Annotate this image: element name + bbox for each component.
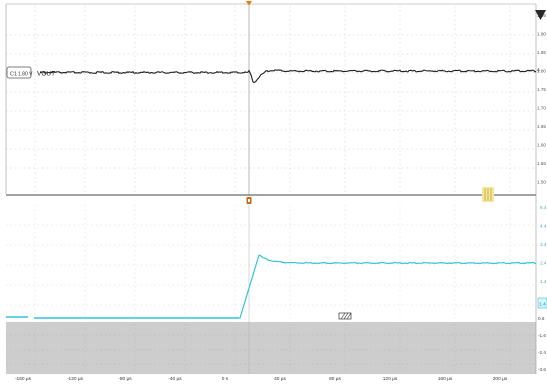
scale-badge: 1.80 V <box>18 72 33 78</box>
middle-axis-tick-label: 1.4 <box>540 279 547 284</box>
time-axis-tick-label: -120 µs <box>67 376 84 382</box>
upper-axis-tick-label: 1.90 V <box>537 32 547 37</box>
upper-right-marker-label: 4 <box>537 68 540 74</box>
vout-trace <box>39 69 537 84</box>
upper-axis-tick-label: 1.70 V <box>537 106 547 111</box>
time-axis-tick-label: 120 µs <box>383 376 398 382</box>
triangle-marker-icon[interactable] <box>535 10 546 20</box>
current-trace-baseline <box>6 316 238 319</box>
time-axis-tick-label: 0 s <box>222 376 229 382</box>
upper-axis-tick-label: 1.60 V <box>537 143 547 148</box>
upper-axis-tick-label: 1.80 V <box>537 69 547 74</box>
upper-axis-tick-label: 1.85 V <box>537 50 547 55</box>
time-axis-tick-label: 40 µs <box>274 376 286 382</box>
channel-label[interactable]: C1 1.80 V VOUT <box>6 66 55 79</box>
upper-grid <box>6 6 536 194</box>
middle-axis-tick-label: 4.4 <box>540 224 547 229</box>
upper-axis-tick-label: 1.65 V <box>537 124 547 129</box>
trigger-position-glyph <box>248 199 250 202</box>
time-axis-ticks: -160 µs -120 µs -80 µs -40 µs 0 s 40 µs 80 µs 1… <box>15 376 508 382</box>
current-trace <box>236 254 537 319</box>
upper-axis-tick-label: 1.55 V <box>537 161 547 166</box>
time-axis-tick-label: 200 µs <box>493 376 508 382</box>
lower-axis-tick-label: -3.6 <box>538 367 546 372</box>
middle-right-marker-label: 1.4 <box>539 302 546 308</box>
middle-axis-tick-label: 5.4 <box>540 205 547 210</box>
time-axis-tick-label: -40 µs <box>168 376 182 382</box>
middle-axis-tick-label: 3.4 <box>540 242 547 247</box>
lower-panel-background <box>6 322 536 374</box>
trace-label: VOUT <box>37 71 55 78</box>
upper-axis-tick-label: 1.50 V <box>537 180 547 185</box>
lower-axis-ticks: 0.6 -1.6 -2.4 -3.6 <box>538 316 546 372</box>
upper-axis-tick-label: 1.75 V <box>537 87 547 92</box>
zoom-window-marker[interactable] <box>338 312 352 320</box>
time-axis-tick-label: -80 µs <box>118 376 132 382</box>
cursor-marker-icon[interactable] <box>482 187 494 202</box>
time-axis-tick-label: -160 µs <box>15 376 32 382</box>
channel-badge: C1 <box>10 72 17 78</box>
lower-axis-tick-label: -2.4 <box>538 350 546 355</box>
middle-grid <box>6 205 536 318</box>
lower-grid <box>6 324 536 372</box>
lower-axis-tick-label: -1.6 <box>538 333 546 338</box>
trigger-marker-icon[interactable] <box>246 1 252 6</box>
time-axis-tick-label: 80 µs <box>329 376 341 382</box>
channel-badge-box <box>6 66 32 79</box>
middle-axis-tick-label: 2.4 <box>540 261 547 266</box>
middle-axis-ticks: 5.4 4.4 3.4 2.4 1.4 <box>540 205 547 284</box>
channel2-marker-box[interactable] <box>537 297 547 309</box>
time-axis-tick-label: 160 µs <box>438 376 453 382</box>
lower-axis-tick-label: 0.6 <box>538 316 545 321</box>
